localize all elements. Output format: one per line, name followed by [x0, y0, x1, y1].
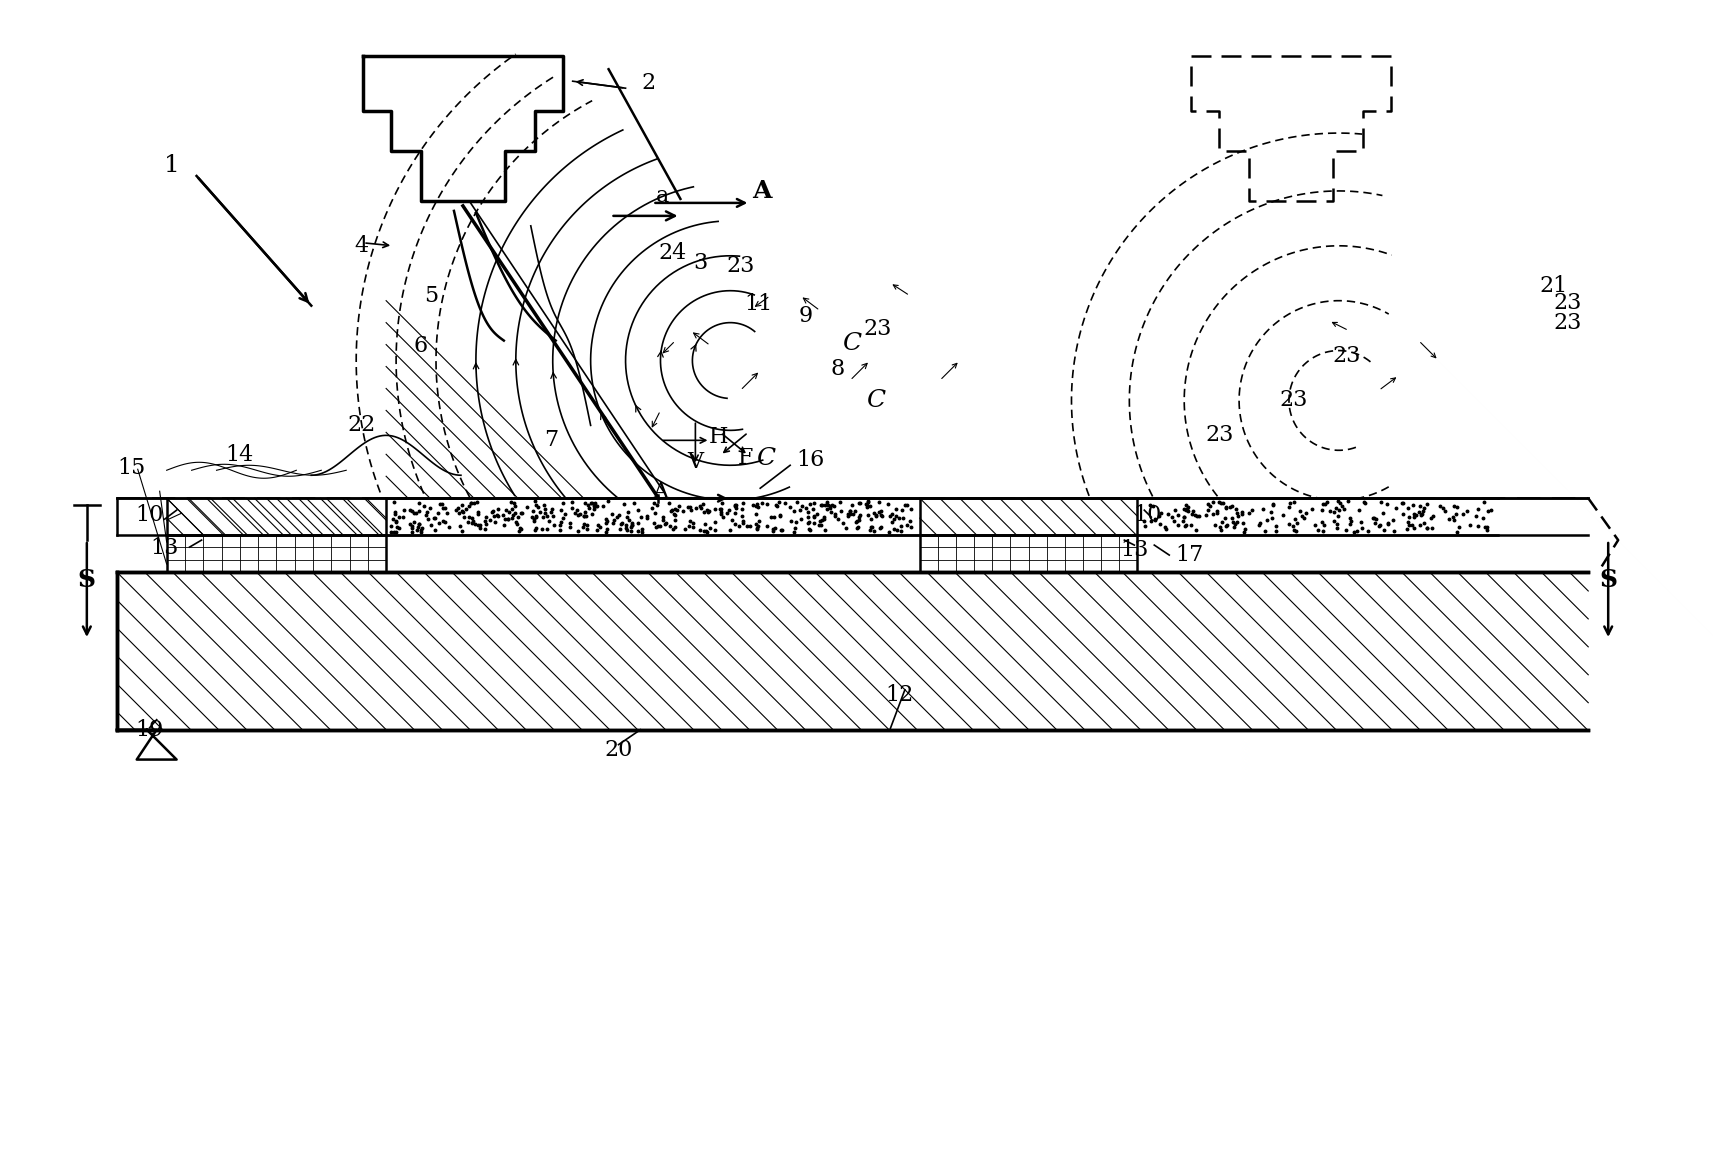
- Text: 20: 20: [605, 739, 632, 760]
- Text: 11: 11: [743, 292, 773, 314]
- Text: 19: 19: [135, 718, 164, 740]
- Text: 12: 12: [886, 683, 915, 705]
- Text: 23: 23: [1554, 312, 1581, 334]
- Text: 4: 4: [355, 235, 368, 257]
- Text: 23: 23: [1204, 425, 1233, 446]
- Text: 8: 8: [831, 357, 845, 379]
- Text: 24: 24: [658, 242, 687, 264]
- Text: 10: 10: [1132, 504, 1161, 526]
- Text: C: C: [867, 389, 886, 412]
- Text: 9: 9: [798, 305, 814, 327]
- Text: 22: 22: [348, 414, 375, 436]
- Text: 7: 7: [543, 430, 558, 452]
- Text: 17: 17: [1175, 544, 1203, 566]
- Text: 23: 23: [1554, 292, 1581, 313]
- Text: 3: 3: [694, 251, 707, 274]
- Text: a: a: [656, 185, 670, 207]
- Text: 1: 1: [164, 155, 180, 177]
- Text: 23: 23: [863, 318, 892, 340]
- Text: V: V: [687, 452, 704, 474]
- Text: 10: 10: [135, 504, 164, 526]
- Text: 23: 23: [726, 255, 754, 277]
- Text: 6: 6: [415, 334, 428, 356]
- Text: S: S: [1600, 568, 1617, 592]
- Text: F: F: [738, 447, 754, 469]
- Text: A: A: [653, 481, 668, 503]
- Text: 13: 13: [1120, 539, 1148, 561]
- Text: A: A: [752, 179, 773, 203]
- Text: 5: 5: [423, 285, 439, 306]
- Text: 23: 23: [1333, 345, 1362, 367]
- Text: C: C: [755, 447, 774, 470]
- Text: 23: 23: [1280, 390, 1309, 411]
- Text: 2: 2: [641, 72, 656, 94]
- Text: C: C: [843, 332, 862, 355]
- Text: 16: 16: [797, 449, 824, 471]
- Text: 14: 14: [226, 445, 254, 467]
- Text: 21: 21: [1540, 275, 1567, 297]
- Text: S: S: [77, 568, 96, 592]
- Text: 13: 13: [151, 537, 178, 559]
- Text: H: H: [709, 426, 728, 448]
- Text: 15: 15: [118, 457, 146, 480]
